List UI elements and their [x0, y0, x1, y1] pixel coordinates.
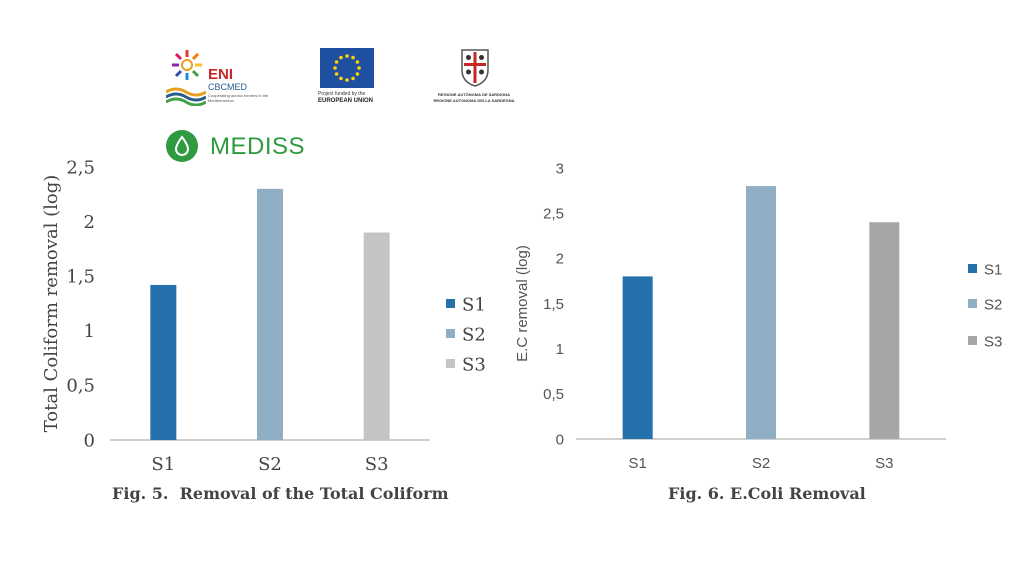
bar-s1 — [150, 284, 177, 440]
x-tick-label: S1 — [628, 455, 646, 472]
y-tick-label: 2,5 — [66, 157, 95, 178]
eu-flag-icon — [320, 48, 374, 88]
y-tick-label: 1,5 — [543, 296, 564, 313]
x-tick-label: S1 — [151, 454, 175, 475]
chart-ecoli-caption: Fig. 6. E.Coli Removal — [668, 484, 866, 503]
y-tick-label: 0 — [556, 431, 564, 448]
eu-caption-1: Project funded by the — [318, 91, 366, 97]
x-tick-label: S3 — [365, 454, 389, 475]
y-tick-label: 2 — [84, 212, 95, 233]
x-tick-label: S2 — [752, 455, 770, 472]
y-tick-label: 1,5 — [66, 267, 95, 288]
chart-ecoli: 0 0,5 1 1,5 2 2,5 3 E.C removal (log) S1 S2 S3 S1 S2… — [514, 160, 1002, 472]
water-drop-icon — [166, 130, 198, 162]
y-tick-label: 3 — [556, 160, 564, 177]
x-tick-label: S2 — [258, 454, 282, 475]
legend-label-s1: S1 — [984, 261, 1002, 278]
bar-s3 — [363, 232, 390, 440]
mediss-title: MEDISS — [210, 133, 306, 160]
eni-tagline: Cooperating across borders in the Medite… — [208, 93, 269, 103]
eni-wave-icon — [166, 87, 206, 106]
legend-swatch-s2 — [446, 329, 455, 338]
sardegna-logo: REGIONE AUTÒNOMA DE SARDIGNA REGIONE AUT… — [424, 48, 524, 108]
eni-subtitle: CBCMED — [208, 82, 248, 92]
sardegna-caption-2: REGIONE AUTONOMA DELLA SARDEGNA — [433, 98, 515, 103]
legend-label-s3: S3 — [984, 333, 1002, 350]
sardegna-caption-1: REGIONE AUTÒNOMA DE SARDIGNA — [438, 92, 510, 97]
bar-s2 — [746, 186, 776, 439]
bar-s1 — [622, 276, 653, 439]
y-tick-label: 2,5 — [543, 205, 564, 222]
bar-s2 — [257, 188, 283, 440]
legend-swatch-s1 — [446, 299, 455, 308]
bar-s3 — [869, 222, 900, 439]
y-tick-label: 0,5 — [66, 376, 95, 397]
legend-swatch-s3 — [968, 336, 977, 345]
y-axis-label: Total Coliform removal (log) — [41, 175, 62, 433]
chart-total-coliform-caption: Fig. 5. Removal of the Total Coliform — [112, 484, 449, 503]
y-tick-label: 0 — [84, 430, 95, 451]
legend-swatch-s2 — [968, 299, 977, 308]
y-tick-label: 0,5 — [543, 386, 564, 403]
eni-title: ENI — [208, 66, 234, 83]
legend-label-s2: S2 — [984, 296, 1002, 313]
legend-swatch-s3 — [446, 359, 455, 368]
legend-label-s3: S3 — [462, 354, 486, 375]
eni-logo: ENI CBCMED Cooperating across borders in… — [166, 48, 276, 108]
eu-caption-2: EUROPEAN UNION — [318, 98, 374, 104]
y-tick-label: 1 — [84, 321, 95, 342]
y-axis-label: E.C removal (log) — [514, 245, 531, 362]
legend-label-s2: S2 — [462, 324, 486, 345]
eu-logo: Project funded by the EUROPEAN UNION — [312, 48, 382, 108]
sardegna-coat-of-arms-icon — [461, 49, 489, 87]
y-tick-label: 1 — [556, 341, 564, 358]
legend-label-s1: S1 — [462, 294, 486, 315]
x-tick-label: S3 — [875, 455, 893, 472]
eni-sun-icon — [172, 50, 202, 80]
legend-swatch-s1 — [968, 264, 977, 273]
y-tick-label: 2 — [556, 251, 564, 268]
mediss-logo: MEDISS — [166, 130, 316, 164]
